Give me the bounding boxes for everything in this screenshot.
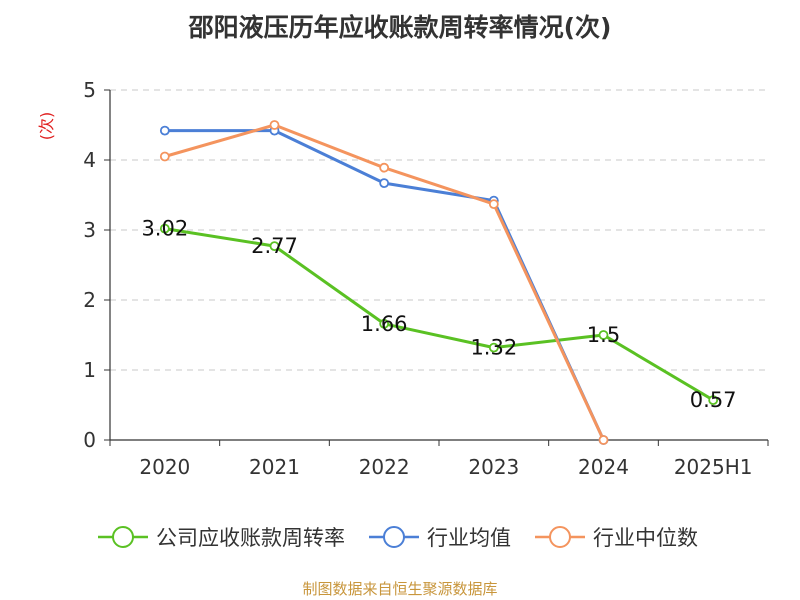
legend-label-2: 行业中位数 bbox=[593, 526, 698, 550]
series-line-1 bbox=[164, 129, 605, 441]
series-1 bbox=[159, 125, 609, 445]
x-tick-label-2: 2022 bbox=[359, 455, 410, 479]
series-0-point-4 bbox=[598, 330, 609, 340]
legend-marker-1 bbox=[383, 526, 405, 548]
x-tick-label-1: 2021 bbox=[249, 455, 300, 479]
legend-item-1: 行业均值 bbox=[369, 526, 511, 550]
x-tick-labels: 2020 2021 2022 2023 2024 2025H1 bbox=[139, 455, 752, 479]
data-label-3: 1.32 bbox=[470, 336, 517, 360]
series-0 bbox=[159, 223, 719, 406]
series-1-point-2 bbox=[379, 178, 390, 189]
legend-item-2: 行业中位数 bbox=[535, 526, 698, 550]
x-tick-label-0: 2020 bbox=[139, 455, 190, 479]
y-tick-label-2: 2 bbox=[83, 288, 96, 312]
y-tick-labels: 0 1 2 3 4 5 bbox=[83, 78, 96, 452]
legend-item-0: 公司应收账款周转率 bbox=[98, 526, 345, 550]
data-label-4: 1.5 bbox=[587, 323, 620, 347]
y-tick-label-5: 5 bbox=[83, 78, 96, 102]
series-2-point-3 bbox=[488, 199, 499, 210]
series-1-point-0 bbox=[159, 125, 170, 136]
x-tick-label-3: 2023 bbox=[468, 455, 519, 479]
data-label-1: 2.77 bbox=[251, 234, 298, 258]
data-label-5: 0.57 bbox=[690, 388, 737, 412]
series-0-point-1 bbox=[269, 241, 280, 252]
series-0-point-2 bbox=[379, 318, 390, 329]
series-0-point-5 bbox=[708, 395, 719, 406]
y-tick-label-1: 1 bbox=[83, 358, 96, 382]
x-tick-label-5: 2025H1 bbox=[674, 455, 753, 479]
x-tick-label-4: 2024 bbox=[578, 455, 629, 479]
series-0-point-3 bbox=[488, 342, 499, 353]
y-tick-label-0: 0 bbox=[83, 428, 96, 452]
legend: 公司应收账款周转率 行业均值 行业中位数 bbox=[98, 526, 698, 550]
axes bbox=[109, 90, 769, 446]
series-2-point-4 bbox=[598, 435, 609, 445]
series bbox=[159, 120, 719, 445]
series-0-point-0 bbox=[159, 223, 170, 234]
y-axis-label: (次) bbox=[37, 112, 56, 141]
series-line-0 bbox=[164, 227, 714, 402]
gridlines bbox=[104, 89, 768, 441]
legend-marker-2 bbox=[549, 526, 571, 548]
y-tick-label-3: 3 bbox=[83, 218, 96, 242]
series-2-point-1 bbox=[269, 120, 280, 130]
series-2-point-0 bbox=[159, 151, 170, 162]
legend-label-0: 公司应收账款周转率 bbox=[156, 526, 345, 550]
y-tick-label-4: 4 bbox=[83, 148, 96, 172]
data-label-0: 3.02 bbox=[141, 217, 188, 241]
data-labels: 3.02 2.77 1.66 1.32 1.5 0.57 bbox=[141, 217, 736, 413]
legend-label-1: 行业均值 bbox=[427, 526, 511, 550]
legend-marker-0 bbox=[112, 526, 134, 548]
data-label-2: 1.66 bbox=[361, 312, 408, 336]
series-2-point-2 bbox=[379, 162, 390, 173]
chart-title: 邵阳液压历年应收账款周转率情况(次) bbox=[188, 13, 612, 42]
series-2 bbox=[159, 120, 609, 445]
source-note: 制图数据来自恒生聚源数据库 bbox=[302, 580, 497, 598]
